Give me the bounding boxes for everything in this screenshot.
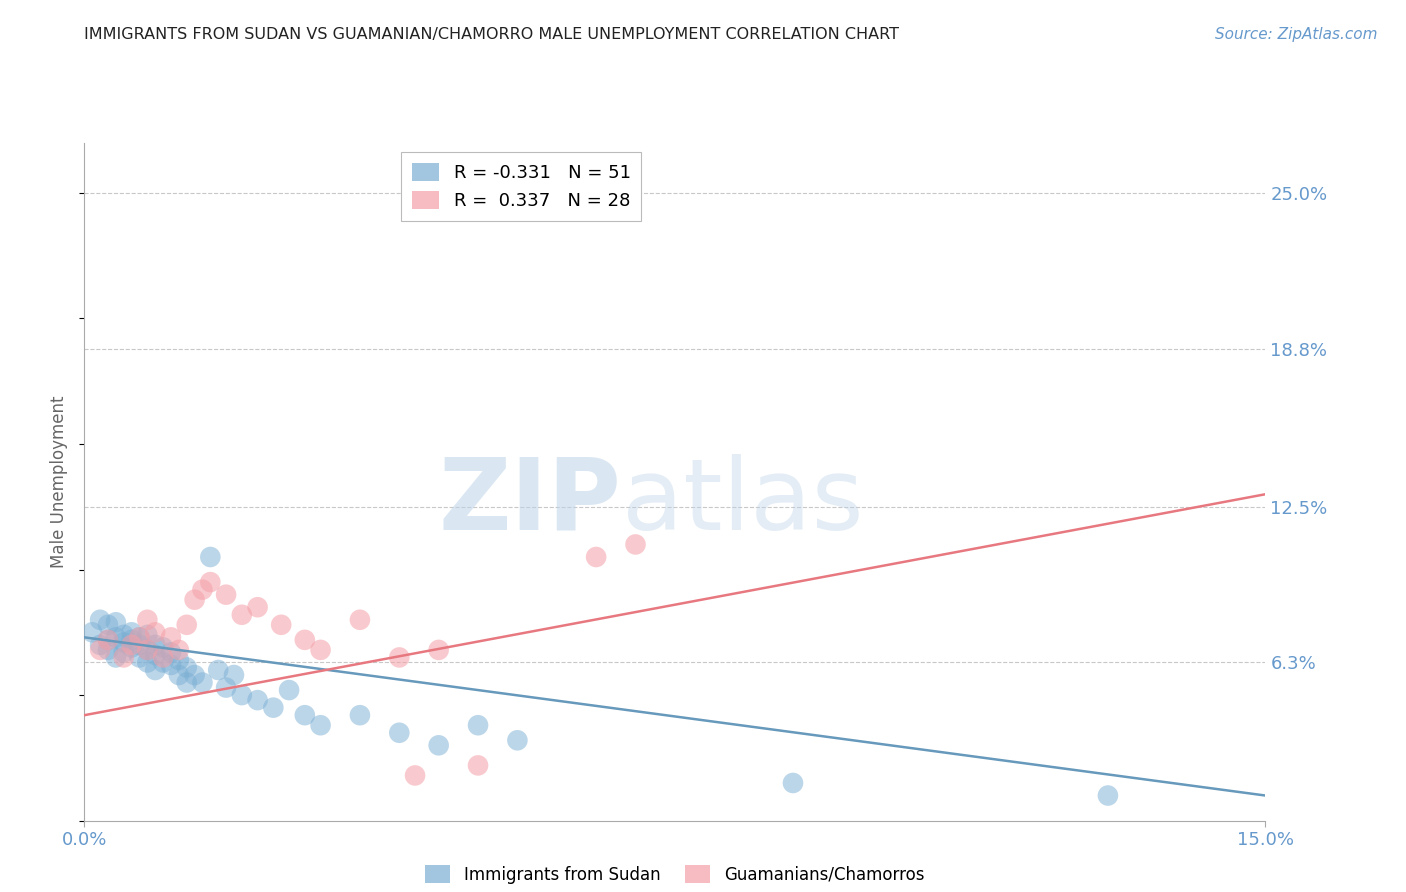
Point [97, 632, 120, 647]
Point [104, 631, 127, 645]
Point [143, 648, 166, 662]
Point [183, 668, 205, 682]
Point [191, 675, 214, 690]
Legend: Immigrants from Sudan, Guamanians/Chamorros: Immigrants from Sudan, Guamanians/Chamor… [419, 859, 931, 890]
Point [215, 588, 238, 602]
Point [349, 613, 371, 627]
Point [404, 768, 426, 782]
Point [152, 640, 174, 655]
Point [112, 635, 135, 649]
Point [270, 617, 292, 632]
Point [143, 638, 166, 652]
Point [136, 613, 159, 627]
Text: atlas: atlas [621, 453, 863, 550]
Point [136, 628, 159, 642]
Point [143, 625, 166, 640]
Point [136, 643, 159, 657]
Point [167, 653, 190, 667]
Point [160, 645, 183, 659]
Point [506, 733, 529, 747]
Point [143, 663, 166, 677]
Point [427, 643, 450, 657]
Point [152, 656, 174, 670]
Point [176, 675, 198, 690]
Point [200, 575, 222, 590]
Point [167, 643, 190, 657]
Point [104, 650, 127, 665]
Point [104, 615, 127, 630]
Point [388, 650, 411, 665]
Point [294, 632, 316, 647]
Point [121, 625, 143, 640]
Point [231, 607, 253, 622]
Point [152, 650, 174, 665]
Point [128, 631, 150, 645]
Point [207, 663, 229, 677]
Point [121, 632, 143, 647]
Point [89, 643, 111, 657]
Point [112, 650, 135, 665]
Point [467, 758, 489, 772]
Point [97, 643, 120, 657]
Point [89, 613, 111, 627]
Point [128, 650, 150, 665]
Point [309, 718, 332, 732]
Point [128, 631, 150, 645]
Point [176, 617, 198, 632]
Point [89, 638, 111, 652]
Point [200, 549, 222, 564]
Point [160, 657, 183, 672]
Point [246, 693, 269, 707]
Point [136, 656, 159, 670]
Point [262, 700, 284, 714]
Text: Source: ZipAtlas.com: Source: ZipAtlas.com [1215, 27, 1378, 42]
Point [782, 776, 804, 790]
Point [121, 640, 143, 655]
Point [112, 628, 135, 642]
Point [467, 718, 489, 732]
Point [222, 668, 245, 682]
Point [246, 600, 269, 615]
Point [309, 643, 332, 657]
Point [176, 660, 198, 674]
Point [160, 631, 183, 645]
Point [191, 582, 214, 597]
Text: IMMIGRANTS FROM SUDAN VS GUAMANIAN/CHAMORRO MALE UNEMPLOYMENT CORRELATION CHART: IMMIGRANTS FROM SUDAN VS GUAMANIAN/CHAMO… [84, 27, 900, 42]
Y-axis label: Male Unemployment: Male Unemployment [51, 395, 69, 568]
Point [136, 643, 159, 657]
Point [128, 638, 150, 652]
Point [82, 625, 104, 640]
Point [215, 681, 238, 695]
Point [294, 708, 316, 723]
Point [427, 739, 450, 753]
Point [278, 683, 301, 698]
Point [231, 688, 253, 702]
Point [349, 708, 371, 723]
Point [624, 537, 647, 551]
Point [112, 645, 135, 659]
Point [97, 632, 120, 647]
Point [1097, 789, 1119, 803]
Point [585, 549, 607, 564]
Point [183, 592, 205, 607]
Point [97, 617, 120, 632]
Point [388, 725, 411, 739]
Point [167, 668, 190, 682]
Point [121, 638, 143, 652]
Text: ZIP: ZIP [439, 453, 621, 550]
